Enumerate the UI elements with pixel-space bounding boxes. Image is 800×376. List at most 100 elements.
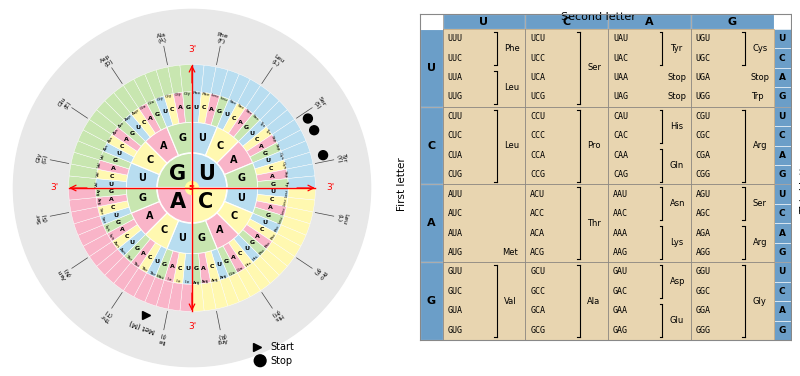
Text: Ser: Ser bbox=[251, 114, 259, 122]
Text: CGA: CGA bbox=[696, 151, 711, 160]
Circle shape bbox=[14, 9, 370, 367]
Wedge shape bbox=[126, 163, 159, 188]
Text: Tyr
(Y): Tyr (Y) bbox=[336, 153, 348, 164]
Text: Leu: Leu bbox=[281, 207, 286, 215]
Text: A: A bbox=[110, 197, 114, 202]
Text: A: A bbox=[427, 218, 436, 228]
Text: AUU: AUU bbox=[447, 190, 462, 199]
Wedge shape bbox=[74, 216, 103, 235]
Text: Leu: Leu bbox=[284, 189, 289, 197]
Text: ACA: ACA bbox=[530, 229, 546, 238]
Text: Cys: Cys bbox=[753, 44, 768, 53]
Text: CGC: CGC bbox=[696, 131, 711, 140]
Wedge shape bbox=[96, 179, 126, 188]
Wedge shape bbox=[229, 273, 250, 302]
Wedge shape bbox=[78, 130, 107, 151]
Text: G: G bbox=[270, 182, 275, 186]
Text: AUG: AUG bbox=[447, 248, 462, 257]
Wedge shape bbox=[90, 241, 118, 266]
Text: Glu
(E): Glu (E) bbox=[58, 96, 73, 111]
Text: Ala: Ala bbox=[103, 144, 110, 152]
Wedge shape bbox=[167, 221, 192, 254]
Wedge shape bbox=[114, 262, 138, 291]
Text: Glu: Glu bbox=[139, 103, 147, 111]
Text: A: A bbox=[111, 166, 116, 171]
Circle shape bbox=[254, 355, 266, 367]
Text: UUC: UUC bbox=[447, 54, 462, 63]
Wedge shape bbox=[260, 249, 287, 275]
Text: GUC: GUC bbox=[447, 287, 462, 296]
Text: Val: Val bbox=[100, 152, 106, 160]
Text: U: U bbox=[238, 193, 246, 203]
Wedge shape bbox=[70, 164, 98, 179]
Text: Met: Met bbox=[155, 274, 165, 280]
FancyBboxPatch shape bbox=[442, 14, 526, 29]
Text: U: U bbox=[138, 173, 146, 183]
Text: Asp: Asp bbox=[124, 114, 133, 122]
Text: Stp: Stp bbox=[274, 143, 281, 152]
Text: Stop: Stop bbox=[668, 73, 687, 82]
FancyBboxPatch shape bbox=[526, 29, 608, 107]
Text: U: U bbox=[778, 112, 786, 121]
Wedge shape bbox=[217, 99, 238, 130]
Wedge shape bbox=[138, 243, 161, 273]
Wedge shape bbox=[124, 114, 150, 141]
FancyBboxPatch shape bbox=[526, 107, 608, 185]
FancyBboxPatch shape bbox=[774, 107, 790, 126]
FancyBboxPatch shape bbox=[420, 185, 442, 262]
Wedge shape bbox=[255, 160, 286, 175]
Text: Phe
(F): Phe (F) bbox=[215, 32, 229, 45]
Text: A: A bbox=[210, 107, 214, 112]
Wedge shape bbox=[205, 251, 220, 282]
Wedge shape bbox=[210, 280, 228, 309]
Wedge shape bbox=[277, 130, 306, 151]
Text: C: C bbox=[255, 137, 259, 142]
Text: Ser: Ser bbox=[237, 103, 245, 111]
Wedge shape bbox=[211, 249, 229, 280]
Wedge shape bbox=[182, 92, 192, 123]
Text: Thr: Thr bbox=[139, 265, 147, 273]
Wedge shape bbox=[164, 251, 179, 282]
Text: Stop: Stop bbox=[270, 356, 293, 366]
Text: CAG: CAG bbox=[613, 170, 628, 179]
FancyBboxPatch shape bbox=[774, 146, 790, 165]
FancyBboxPatch shape bbox=[691, 262, 774, 340]
Text: AGU: AGU bbox=[696, 190, 711, 199]
Wedge shape bbox=[97, 101, 124, 127]
FancyBboxPatch shape bbox=[774, 165, 790, 185]
Wedge shape bbox=[229, 74, 250, 103]
Text: Leu: Leu bbox=[219, 96, 228, 102]
Text: G: G bbox=[130, 131, 134, 136]
Text: U: U bbox=[479, 17, 489, 27]
Text: G: G bbox=[178, 133, 186, 144]
Wedge shape bbox=[272, 120, 301, 143]
Text: G: G bbox=[778, 248, 786, 257]
Wedge shape bbox=[107, 135, 138, 157]
Text: CCA: CCA bbox=[530, 151, 546, 160]
Text: Val: Val bbox=[504, 297, 517, 306]
Text: A: A bbox=[202, 266, 206, 271]
Text: C: C bbox=[779, 287, 786, 296]
Wedge shape bbox=[246, 219, 277, 241]
Text: UCU: UCU bbox=[530, 34, 546, 43]
Wedge shape bbox=[250, 213, 281, 233]
Wedge shape bbox=[123, 79, 146, 108]
Text: G: G bbox=[154, 112, 160, 117]
Wedge shape bbox=[98, 201, 129, 216]
Wedge shape bbox=[71, 207, 100, 224]
FancyBboxPatch shape bbox=[526, 262, 608, 340]
Text: UGC: UGC bbox=[696, 54, 711, 63]
Wedge shape bbox=[112, 127, 141, 152]
Wedge shape bbox=[192, 65, 204, 92]
Text: A: A bbox=[779, 73, 786, 82]
Text: His
(H): His (H) bbox=[270, 308, 284, 322]
Text: A: A bbox=[178, 105, 182, 110]
Text: Pro
(P): Pro (P) bbox=[312, 266, 326, 280]
Text: C: C bbox=[142, 120, 146, 125]
Wedge shape bbox=[266, 241, 294, 266]
Text: G: G bbox=[224, 259, 230, 264]
Text: Leu
(L): Leu (L) bbox=[335, 211, 348, 224]
Text: Thr: Thr bbox=[132, 260, 140, 268]
Text: C: C bbox=[160, 225, 167, 235]
FancyBboxPatch shape bbox=[608, 29, 691, 107]
